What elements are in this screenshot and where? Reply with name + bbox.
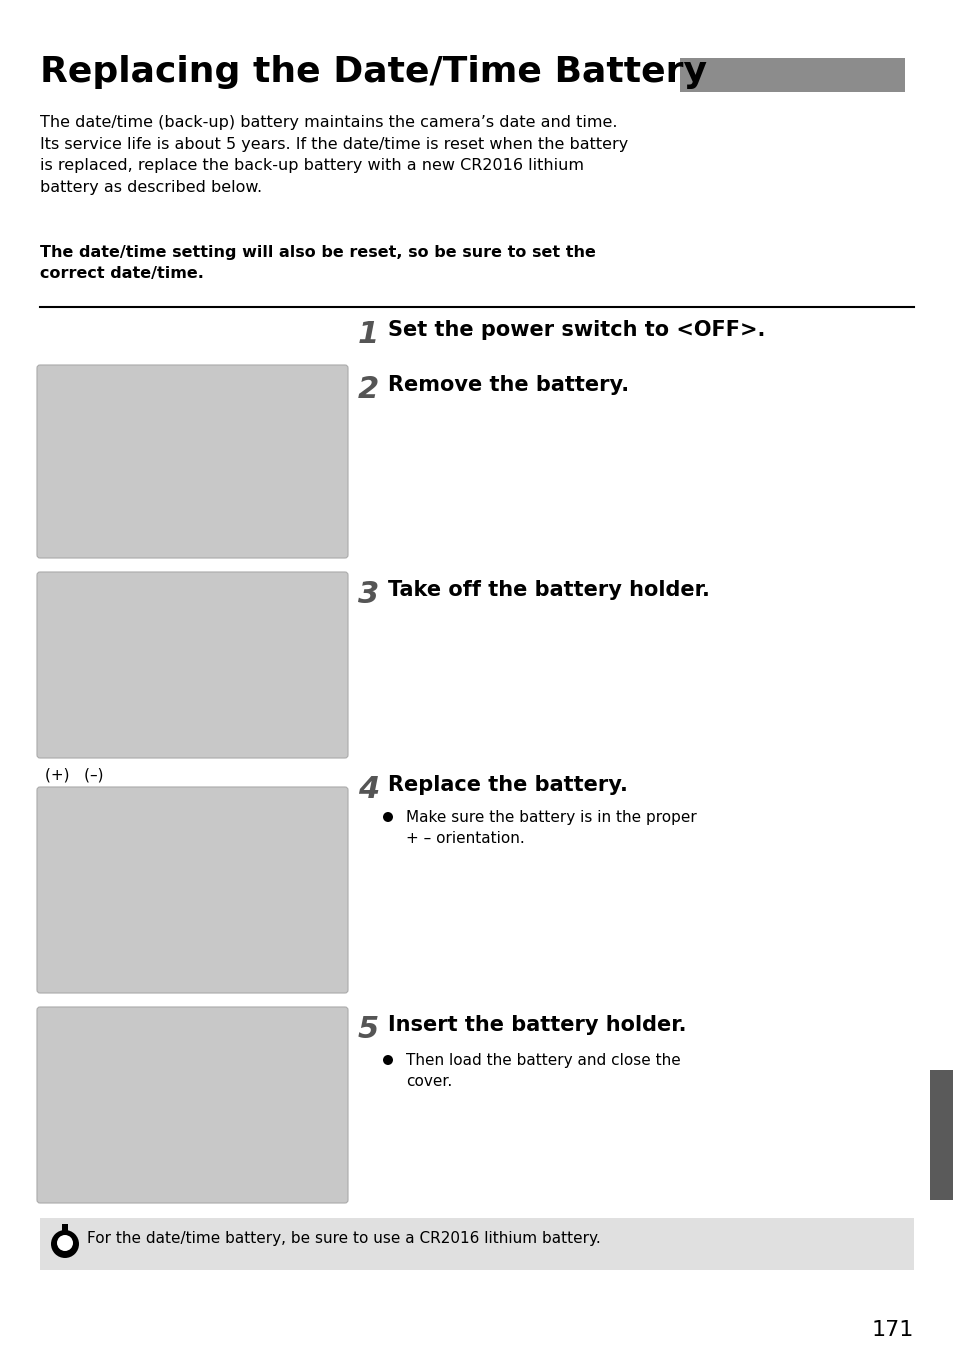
FancyBboxPatch shape bbox=[37, 572, 348, 759]
Text: Set the power switch to <OFF>.: Set the power switch to <OFF>. bbox=[388, 320, 764, 340]
Text: Remove the battery.: Remove the battery. bbox=[388, 375, 628, 395]
Text: Make sure the battery is in the proper
+ – orientation.: Make sure the battery is in the proper +… bbox=[406, 810, 696, 846]
Text: 2: 2 bbox=[357, 375, 379, 404]
Text: Replacing the Date/Time Battery: Replacing the Date/Time Battery bbox=[40, 55, 706, 89]
Text: 5: 5 bbox=[357, 1015, 379, 1044]
Text: 3: 3 bbox=[357, 580, 379, 609]
Circle shape bbox=[382, 1054, 393, 1065]
Circle shape bbox=[51, 1229, 79, 1258]
Text: Take off the battery holder.: Take off the battery holder. bbox=[388, 580, 709, 600]
Circle shape bbox=[382, 812, 393, 822]
FancyBboxPatch shape bbox=[37, 364, 348, 558]
Text: 4: 4 bbox=[357, 775, 379, 804]
Text: Replace the battery.: Replace the battery. bbox=[388, 775, 627, 795]
Text: (+)   (–): (+) (–) bbox=[45, 768, 103, 783]
FancyBboxPatch shape bbox=[37, 1007, 348, 1202]
Text: The date/time (back-up) battery maintains the camera’s date and time.
Its servic: The date/time (back-up) battery maintain… bbox=[40, 116, 628, 195]
Text: 171: 171 bbox=[871, 1319, 913, 1340]
Bar bbox=[929, 1071, 953, 1200]
Text: Insert the battery holder.: Insert the battery holder. bbox=[388, 1015, 686, 1036]
Bar bbox=[679, 58, 904, 91]
Text: The date/time setting will also be reset, so be sure to set the
correct date/tim: The date/time setting will also be reset… bbox=[40, 245, 596, 281]
Circle shape bbox=[57, 1235, 73, 1251]
Text: Then load the battery and close the
cover.: Then load the battery and close the cove… bbox=[406, 1053, 680, 1089]
Bar bbox=[62, 1224, 68, 1231]
Bar bbox=[40, 1219, 913, 1270]
Text: For the date/time battery, be sure to use a CR2016 lithium battery.: For the date/time battery, be sure to us… bbox=[87, 1231, 600, 1247]
FancyBboxPatch shape bbox=[37, 787, 348, 993]
Text: 1: 1 bbox=[357, 320, 379, 348]
